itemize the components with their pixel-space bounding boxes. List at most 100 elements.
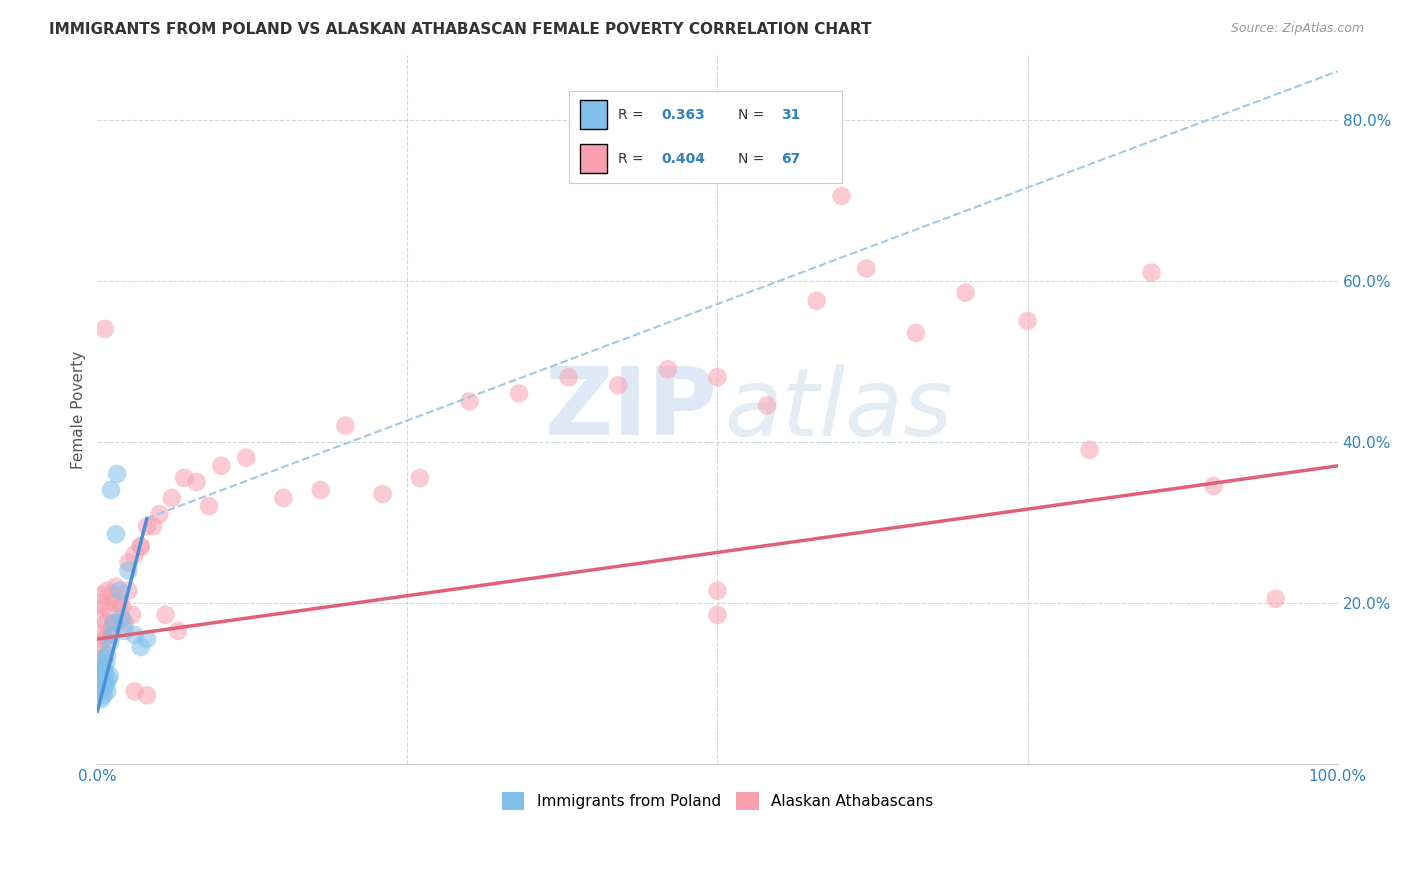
Point <box>98 636 121 650</box>
Point <box>173 471 195 485</box>
Point <box>198 499 221 513</box>
Point <box>1264 591 1286 606</box>
Point <box>129 540 152 554</box>
Point <box>93 599 115 614</box>
Point <box>94 615 117 630</box>
Point <box>91 676 114 690</box>
Point <box>94 322 117 336</box>
Point <box>101 588 124 602</box>
Point <box>93 673 115 687</box>
Text: IMMIGRANTS FROM POLAND VS ALASKAN ATHABASCAN FEMALE POVERTY CORRELATION CHART: IMMIGRANTS FROM POLAND VS ALASKAN ATHABA… <box>49 22 872 37</box>
Point <box>108 596 131 610</box>
Text: atlas: atlas <box>724 364 952 455</box>
Point <box>96 583 118 598</box>
Point <box>111 599 134 614</box>
Point <box>87 684 110 698</box>
Point <box>108 583 131 598</box>
Point <box>96 648 118 662</box>
Point <box>657 362 679 376</box>
Point <box>209 458 232 473</box>
Point <box>90 668 112 682</box>
Point <box>371 487 394 501</box>
Point <box>89 681 111 695</box>
Legend: Immigrants from Poland, Alaskan Athabascans: Immigrants from Poland, Alaskan Athabasc… <box>495 786 939 816</box>
Point <box>94 676 117 690</box>
Point <box>89 636 111 650</box>
Point <box>1202 479 1225 493</box>
Point <box>101 628 124 642</box>
Point <box>335 418 357 433</box>
Point <box>136 632 159 646</box>
Point <box>756 399 779 413</box>
Point <box>508 386 530 401</box>
Point <box>104 580 127 594</box>
Point <box>104 615 127 630</box>
Point <box>103 596 125 610</box>
Point <box>100 483 122 497</box>
Point <box>607 378 630 392</box>
Point <box>855 261 877 276</box>
Point <box>904 326 927 340</box>
Point <box>104 527 127 541</box>
Point <box>117 556 139 570</box>
Point <box>87 652 110 666</box>
Point <box>93 632 115 646</box>
Point <box>121 607 143 622</box>
Point <box>160 491 183 505</box>
Point <box>831 189 853 203</box>
Point <box>100 624 122 638</box>
Point <box>91 588 114 602</box>
Point <box>155 607 177 622</box>
Point <box>557 370 579 384</box>
Text: Source: ZipAtlas.com: Source: ZipAtlas.com <box>1230 22 1364 36</box>
Point <box>91 660 114 674</box>
Point <box>94 656 117 670</box>
Point <box>93 628 115 642</box>
Point <box>97 673 120 687</box>
Point <box>136 689 159 703</box>
Point <box>148 507 170 521</box>
Point <box>89 664 111 678</box>
Point <box>90 692 112 706</box>
Point <box>706 607 728 622</box>
Point <box>1017 314 1039 328</box>
Point <box>111 612 134 626</box>
Point <box>124 548 146 562</box>
Point <box>124 628 146 642</box>
Point <box>98 668 121 682</box>
Point <box>114 624 136 638</box>
Point <box>124 684 146 698</box>
Point <box>89 612 111 626</box>
Point <box>91 644 114 658</box>
Y-axis label: Female Poverty: Female Poverty <box>72 351 86 468</box>
Point <box>309 483 332 497</box>
Point <box>94 681 117 695</box>
Point <box>136 519 159 533</box>
Point <box>104 615 127 630</box>
Point <box>458 394 481 409</box>
Point <box>97 628 120 642</box>
Point <box>103 615 125 630</box>
Point <box>273 491 295 505</box>
Point <box>129 640 152 654</box>
Point <box>142 519 165 533</box>
Text: ZIP: ZIP <box>544 363 717 456</box>
Point <box>186 475 208 489</box>
Point <box>114 615 136 630</box>
Point <box>167 624 190 638</box>
Point <box>105 467 128 481</box>
Point <box>1140 266 1163 280</box>
Point <box>117 583 139 598</box>
Point <box>93 689 115 703</box>
Point <box>706 370 728 384</box>
Point <box>96 684 118 698</box>
Point <box>117 564 139 578</box>
Point <box>90 660 112 674</box>
Point <box>90 596 112 610</box>
Point <box>94 664 117 678</box>
Point <box>706 583 728 598</box>
Point <box>129 540 152 554</box>
Point <box>93 652 115 666</box>
Point <box>1078 442 1101 457</box>
Point <box>409 471 432 485</box>
